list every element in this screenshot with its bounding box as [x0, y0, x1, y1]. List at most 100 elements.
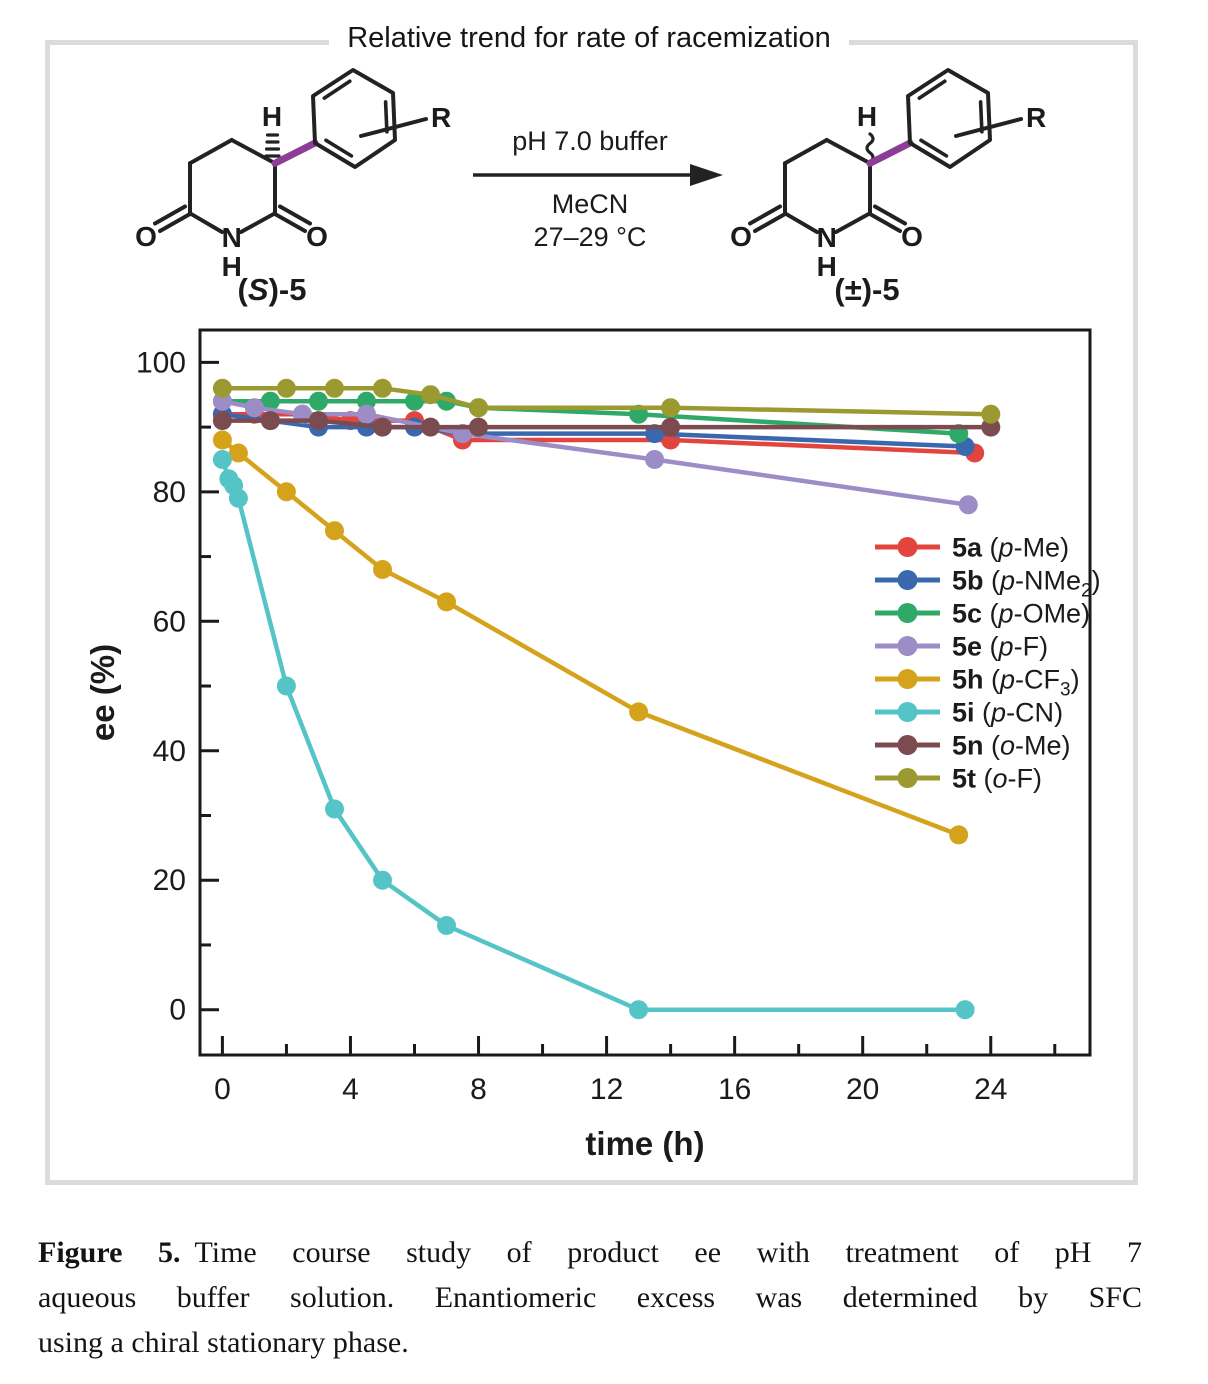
caption-text: aqueous buffer solution. Enantiomeric ex… [38, 1281, 1142, 1314]
series-5e-point [958, 495, 978, 515]
legend-label: 5t (o-F) [952, 764, 1042, 794]
x-tick-label: 20 [846, 1073, 879, 1106]
series-5n-point [661, 417, 681, 437]
figure-frame [45, 40, 1138, 1185]
series-5h-point [949, 825, 969, 845]
series-5i-point [437, 916, 456, 935]
x-axis-title: time (h) [585, 1125, 704, 1162]
x-tick-label: 16 [718, 1073, 751, 1106]
ring-n-label: N [222, 222, 242, 253]
series-5n-point [260, 411, 280, 431]
nh-h-label: H [222, 251, 242, 282]
series-5c-point [405, 391, 424, 411]
stereo-h-label: H [262, 101, 282, 132]
caption-figure-label: Figure 5. [38, 1236, 181, 1269]
plot-border [198, 328, 1092, 1057]
stereo-h-label: H [857, 101, 877, 132]
series-5n [212, 411, 1001, 437]
x-tick-label: 12 [590, 1073, 623, 1106]
series-5t-point [981, 404, 1001, 424]
condition-solvent: MeCN [552, 189, 629, 219]
legend-marker-dot [897, 636, 918, 656]
phenyl-ring [311, 68, 397, 169]
series-5n-point [212, 411, 232, 431]
legend-item-5c: 5c (p-OMe) [875, 599, 1090, 629]
ring-n-label: N [817, 222, 837, 253]
legend-item-5n: 5n (o-Me) [875, 731, 1071, 761]
figure-title-row: Relative trend for rate of racemization [45, 22, 1133, 55]
legend-label: 5i (p-CN) [952, 698, 1063, 728]
ee-time-chart: 0 4 8 12 16 20 24 0 20 40 60 80 100 time (h) ee (%) 5a … [90, 328, 1101, 1162]
series-5h-point [437, 592, 456, 612]
series-5c-point [309, 391, 328, 411]
series-5t-point [276, 378, 296, 398]
series-5n-point [469, 417, 488, 437]
series-5n-point [373, 417, 392, 437]
reaction-scheme: R H N H O O (S)-5 pH 7.0 buffer MeCN 27–… [135, 68, 1046, 307]
series-5t-point [212, 378, 232, 398]
series-5c-point [260, 391, 280, 411]
series-5i-point [228, 488, 248, 508]
legend-marker-dot [897, 537, 918, 557]
wavy-bond [865, 132, 875, 164]
legend-item-5i: 5i (p-CN) [875, 698, 1063, 728]
series-5c-point [357, 391, 376, 411]
series-5i-point [373, 870, 392, 890]
series-5i-line [220, 457, 968, 1012]
left-o-label: O [730, 221, 752, 252]
nh-h-label: H [817, 251, 837, 282]
y-tick-label: 80 [153, 476, 186, 509]
series-5h-line [220, 437, 961, 838]
phenyl-double-bonds [322, 79, 389, 158]
series-5t-point [661, 398, 681, 418]
legend-marker-dot [897, 570, 918, 590]
caption-line: using a chiral stationary phase. [38, 1320, 1142, 1365]
series-5i-point [276, 676, 296, 696]
caption-line: Figure 5. Time course study of product ee… [38, 1230, 1142, 1275]
series-5i-point [955, 1000, 975, 1020]
figure-caption: Figure 5. Time course study of product ee… [38, 1230, 1142, 1365]
legend-label: 5e (p-F) [952, 632, 1048, 662]
x-tick-label: 8 [470, 1073, 487, 1106]
condition-buffer: pH 7.0 buffer [512, 126, 668, 156]
series-5i-point [629, 1000, 649, 1020]
series-5t-point [469, 398, 488, 418]
r-substituent-bond [954, 117, 1023, 138]
reactant-structure: R H N H O O (S)-5 [135, 68, 451, 307]
product-label: (±)-5 [834, 272, 899, 307]
series-5n-point [421, 417, 440, 437]
y-axis-title: ee (%) [90, 644, 121, 741]
series-5t-point [325, 378, 344, 398]
r-substituent-bond [359, 117, 428, 138]
aryl-stereo-bond [271, 139, 319, 167]
glutarimide-ring [153, 138, 312, 234]
legend-label: 5h (p-CF3) [952, 665, 1080, 701]
product-structure: R H N H O O (±)-5 [730, 68, 1046, 307]
y-tick-label: 0 [169, 994, 186, 1027]
r-group-label: R [431, 102, 451, 133]
series-5t [212, 378, 1001, 424]
legend-marker-dot [897, 669, 918, 689]
series-5e-point [645, 450, 665, 469]
series-5e-point [244, 398, 264, 418]
caption-line: aqueous buffer solution. Enantiomeric ex… [38, 1275, 1142, 1320]
series-5h-point [629, 702, 649, 722]
legend-label: 5c (p-OMe) [952, 599, 1090, 629]
legend-marker-dot [897, 603, 918, 623]
y-tick-label: 100 [136, 346, 186, 379]
legend-label: 5n (o-Me) [952, 731, 1071, 761]
reactant-label: (S)-5 [238, 272, 307, 307]
condition-temperature: 27–29 °C [534, 222, 647, 252]
y-tick-label: 20 [153, 864, 186, 897]
phenyl-ring [906, 68, 992, 169]
x-tick-label: 24 [974, 1073, 1007, 1106]
caption-text: using a chiral stationary phase. [38, 1326, 409, 1359]
series-5i-point [212, 450, 232, 469]
series-5h-point [212, 430, 232, 450]
legend-item-5h: 5h (p-CF3) [875, 665, 1080, 701]
x-tick-label: 4 [342, 1073, 359, 1106]
left-o-label: O [135, 221, 157, 252]
legend-marker-dot [897, 768, 918, 788]
series-5e [212, 391, 978, 515]
series-5i-point [325, 799, 344, 819]
